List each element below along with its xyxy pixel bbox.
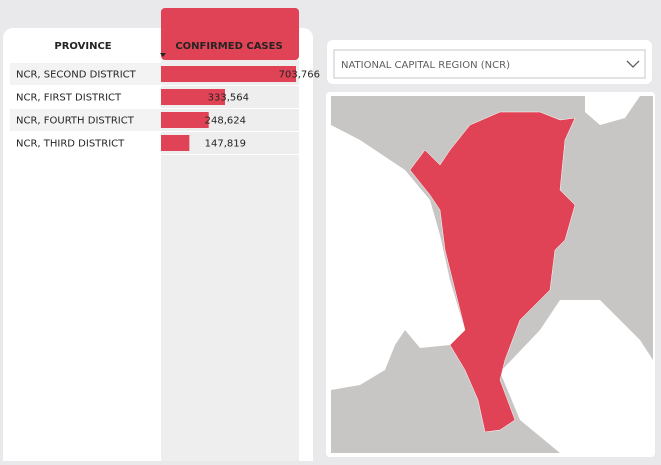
table-rows: NCR, SECOND DISTRICT 703,766 NCR, FIRST DI… <box>10 63 320 155</box>
dropdown-value[interactable]: NATIONAL CAPITAL REGION (NCR) <box>341 60 510 71</box>
column-header-highlight <box>161 8 299 60</box>
province-cell: NCR, THIRD DISTRICT <box>16 139 125 150</box>
cases-cell: 333,564 <box>208 93 249 104</box>
data-bar <box>161 112 209 128</box>
data-bar <box>161 89 225 105</box>
data-bar <box>161 135 190 151</box>
dropdown-chevron[interactable] <box>626 60 640 68</box>
header-confirmed-cases[interactable]: CONFIRMED CASES <box>175 41 282 52</box>
province-cell: NCR, FIRST DISTRICT <box>16 93 122 104</box>
row-background <box>10 63 161 85</box>
cases-cell: 703,766 <box>279 70 320 81</box>
map[interactable] <box>331 96 653 453</box>
row-background <box>10 109 161 131</box>
province-cell: NCR, FOURTH DISTRICT <box>16 116 135 127</box>
sort-arrow <box>160 53 166 57</box>
cases-cell: 147,819 <box>205 139 246 150</box>
water <box>585 96 640 125</box>
sea <box>331 125 465 390</box>
header-province[interactable]: PROVINCE <box>54 41 111 52</box>
lake <box>500 300 653 453</box>
data-bar <box>161 66 296 82</box>
dropdown[interactable] <box>333 49 646 79</box>
cases-cell: 248,624 <box>205 116 246 127</box>
ncr-region[interactable] <box>409 111 576 433</box>
province-cell: NCR, SECOND DISTRICT <box>16 70 137 81</box>
